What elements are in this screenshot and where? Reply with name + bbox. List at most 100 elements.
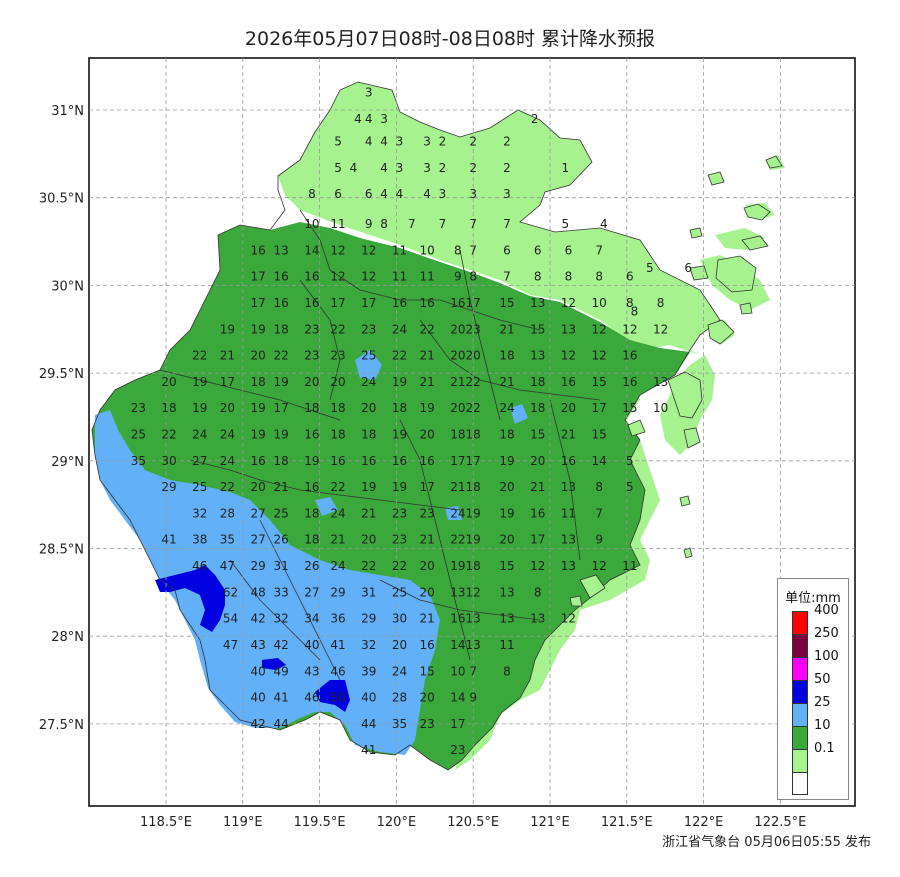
station-value: 15	[530, 427, 545, 441]
station-value: 4	[350, 161, 358, 175]
station-value: 8	[565, 270, 573, 284]
station-value: 46	[330, 664, 345, 678]
station-value: 17	[274, 401, 289, 415]
station-value: 20	[450, 322, 465, 336]
station-value: 16	[392, 454, 407, 468]
station-value: 16	[622, 375, 637, 389]
station-value: 22	[466, 401, 481, 415]
station-value: 8	[631, 305, 639, 319]
station-value: 19	[192, 401, 207, 415]
station-value: 3	[503, 187, 511, 201]
station-value: 13	[561, 480, 576, 494]
station-value: 18	[450, 427, 465, 441]
station-value: 23	[392, 533, 407, 547]
station-value: 10	[304, 217, 319, 231]
station-value: 16	[304, 270, 319, 284]
station-value: 18	[330, 401, 345, 415]
station-value: 18	[304, 533, 319, 547]
station-value: 19	[274, 375, 289, 389]
station-value: 21	[274, 480, 289, 494]
station-value: 20	[419, 427, 434, 441]
station-value: 20	[220, 401, 235, 415]
station-value: 3	[380, 112, 388, 126]
station-value: 10	[592, 296, 607, 310]
station-value: 23	[466, 322, 481, 336]
station-value: 12	[561, 612, 576, 626]
station-value: 21	[530, 480, 545, 494]
latitude-labels: 31°N 30.5°N 30°N 29.5°N 29°N 28.5°N 28°N 27.5°N	[39, 104, 84, 733]
station-value: 2	[439, 135, 447, 149]
station-value: 18	[466, 559, 481, 573]
station-value: 15	[530, 322, 545, 336]
station-value: 19	[392, 375, 407, 389]
station-value: 24	[330, 559, 345, 573]
station-value: 18	[304, 506, 319, 520]
legend-swatch	[792, 726, 808, 749]
station-value: 12	[330, 243, 345, 257]
station-value: 29	[361, 612, 376, 626]
station-value: 16	[304, 296, 319, 310]
station-value: 17	[466, 454, 481, 468]
station-value: 22	[392, 349, 407, 363]
station-value: 24	[392, 664, 407, 678]
station-value: 47	[220, 559, 235, 573]
station-value: 22	[274, 349, 289, 363]
station-value: 8	[657, 296, 665, 310]
longitude-label: 121°E	[530, 815, 570, 830]
station-value: 16	[304, 427, 319, 441]
latitude-label: 30°N	[51, 279, 84, 294]
station-value: 11	[392, 243, 407, 257]
station-value: 24	[361, 375, 376, 389]
legend-item: 25	[792, 695, 848, 726]
station-value: 20	[561, 401, 576, 415]
station-value: 47	[223, 638, 238, 652]
station-value: 2	[531, 112, 539, 126]
station-value: 6	[565, 243, 573, 257]
legend-item: 400	[792, 603, 848, 634]
station-value: 22	[330, 322, 345, 336]
station-value: 49	[274, 664, 289, 678]
station-value: 20	[466, 349, 481, 363]
station-value: 24	[192, 427, 207, 441]
station-value: 13	[561, 559, 576, 573]
station-value: 21	[419, 533, 434, 547]
station-value: 22	[466, 375, 481, 389]
station-value: 17	[251, 296, 266, 310]
station-value: 14	[592, 454, 607, 468]
latitude-label: 29.5°N	[39, 367, 84, 382]
station-value: 16	[361, 454, 376, 468]
station-value: 42	[251, 717, 266, 731]
station-value: 35	[220, 533, 235, 547]
station-value: 17	[530, 533, 545, 547]
station-value: 21	[361, 506, 376, 520]
station-value: 21	[419, 349, 434, 363]
station-value: 27	[251, 506, 266, 520]
legend-item: 50	[792, 672, 848, 703]
station-value: 25	[361, 349, 376, 363]
station-value: 30	[161, 454, 176, 468]
station-value: 10	[419, 243, 434, 257]
station-value: 19	[392, 427, 407, 441]
station-value: 12	[592, 559, 607, 573]
station-value: 43	[304, 664, 319, 678]
station-value: 14	[450, 638, 465, 652]
station-value: 43	[251, 638, 266, 652]
station-value: 22	[419, 322, 434, 336]
station-value: 24	[330, 506, 345, 520]
station-value: 25	[131, 427, 146, 441]
station-value: 12	[653, 322, 668, 336]
station-value: 25	[274, 506, 289, 520]
station-value: 33	[274, 585, 289, 599]
station-value: 2	[503, 135, 511, 149]
station-value: 21	[220, 349, 235, 363]
station-value: 2	[439, 161, 447, 175]
station-value: 10	[653, 401, 668, 415]
station-value: 3	[365, 85, 373, 99]
station-value: 24	[392, 322, 407, 336]
station-value: 17	[361, 296, 376, 310]
station-value: 9	[469, 691, 477, 705]
station-value: 42	[274, 638, 289, 652]
station-value: 41	[161, 533, 176, 547]
longitude-label: 122°E	[684, 815, 724, 830]
station-value: 19	[274, 427, 289, 441]
